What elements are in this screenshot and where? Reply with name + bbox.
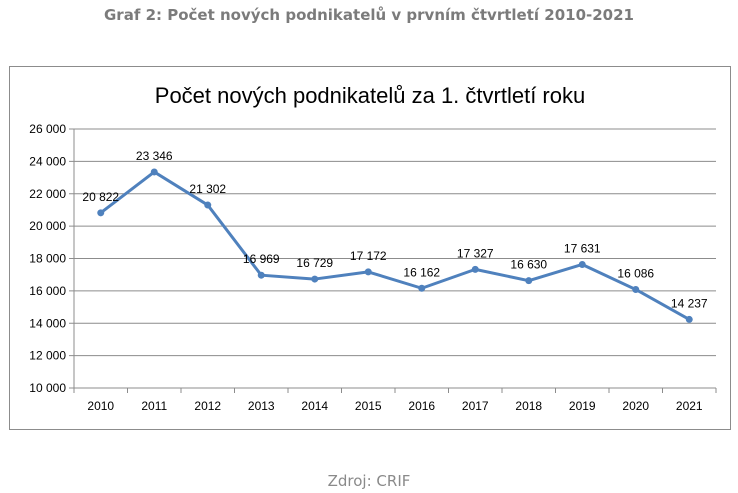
data-label: 20 822 [82,190,119,204]
x-tick-label: 2012 [194,399,221,413]
y-tick-label: 14 000 [29,316,66,330]
data-point [257,271,265,279]
data-label: 14 237 [671,296,708,310]
data-point [685,315,693,323]
data-label: 16 630 [510,258,547,272]
data-label: 17 327 [457,246,494,260]
data-point [632,285,640,293]
x-tick-label: 2016 [408,399,435,413]
y-tick-label: 10 000 [29,381,66,395]
line-chart: Počet nových podnikatelů za 1. čtvrtletí… [29,83,717,413]
data-point [471,265,479,273]
y-tick-label: 16 000 [29,284,66,298]
y-tick-label: 22 000 [29,187,66,201]
data-point [364,268,372,276]
data-label: 17 172 [350,249,387,263]
y-tick-label: 18 000 [29,252,66,266]
y-tick-label: 12 000 [29,349,66,363]
x-tick-label: 2011 [141,399,167,413]
data-point [418,284,426,292]
data-label: 16 969 [243,252,280,266]
data-label: 17 631 [564,241,601,255]
x-tick-label: 2019 [569,399,596,413]
data-label: 23 346 [136,149,173,163]
series-line [99,170,691,321]
chart-frame: Počet nových podnikatelů za 1. čtvrtletí… [9,66,731,430]
x-tick-label: 2015 [355,399,382,413]
x-tick-label: 2017 [462,399,489,413]
data-point [525,277,533,285]
data-point [578,260,586,268]
x-tick-label: 2010 [87,399,114,413]
y-tick-label: 20 000 [29,219,66,233]
x-tick-label: 2014 [301,399,328,413]
data-label: 16 729 [296,256,333,270]
x-tick-label: 2013 [248,399,275,413]
data-label: 16 162 [403,265,440,279]
data-point [204,201,212,209]
source-note: Zdroj: CRIF [327,472,411,490]
chart-title: Počet nových podnikatelů za 1. čtvrtletí… [155,83,585,108]
x-tick-label: 2020 [622,399,649,413]
data-label: 21 302 [189,182,226,196]
data-label: 16 086 [617,266,654,280]
y-tick-label: 24 000 [29,154,66,168]
x-tick-label: 2018 [515,399,542,413]
y-tick-label: 26 000 [29,122,66,136]
data-point [150,168,158,176]
x-tick-label: 2021 [676,399,703,413]
page-heading: Graf 2: Počet nových podnikatelů v první… [104,6,634,24]
data-point [311,275,319,283]
data-point [97,209,105,217]
